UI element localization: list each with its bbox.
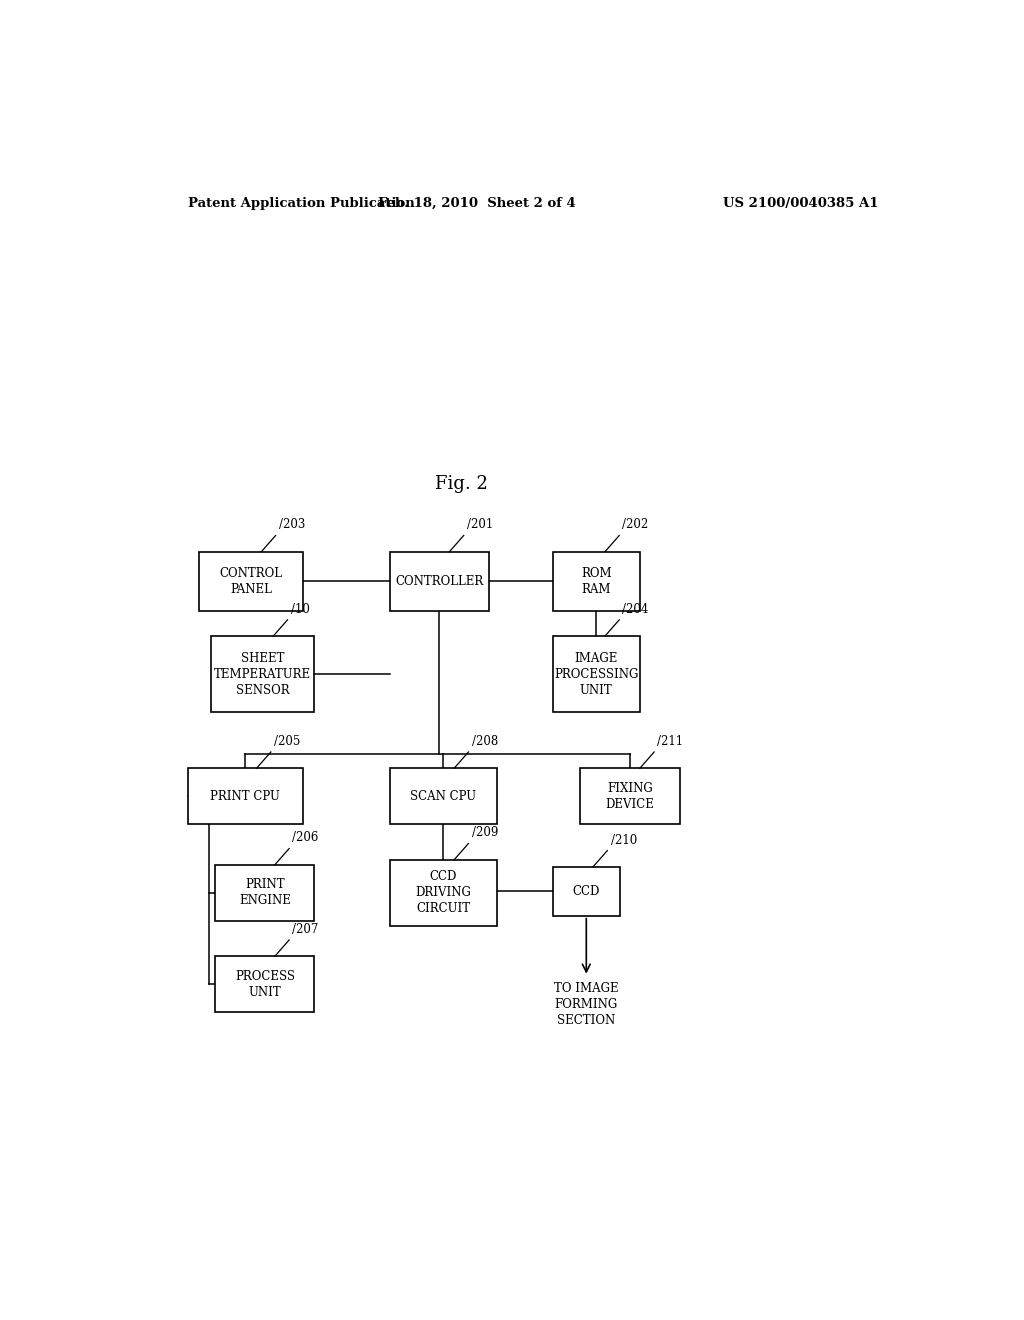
Text: /209: /209: [472, 826, 498, 840]
Bar: [215, 865, 314, 921]
Text: SCAN CPU: SCAN CPU: [411, 789, 476, 803]
Text: /10: /10: [291, 603, 309, 615]
Text: CONTROLLER: CONTROLLER: [395, 574, 483, 587]
Bar: [553, 867, 621, 916]
Bar: [211, 636, 314, 713]
Text: /202: /202: [623, 519, 648, 532]
Text: /201: /201: [467, 519, 494, 532]
Text: Patent Application Publication: Patent Application Publication: [187, 197, 415, 210]
Bar: [390, 552, 489, 611]
Text: PRINT
ENGINE: PRINT ENGINE: [239, 878, 291, 907]
Text: CCD: CCD: [572, 884, 600, 898]
Bar: [390, 859, 497, 925]
Bar: [581, 768, 680, 824]
Text: /205: /205: [274, 735, 300, 748]
Text: Feb. 18, 2010  Sheet 2 of 4: Feb. 18, 2010 Sheet 2 of 4: [378, 197, 577, 210]
Text: /208: /208: [472, 735, 498, 748]
Bar: [553, 552, 640, 611]
Text: US 2100/0040385 A1: US 2100/0040385 A1: [723, 197, 879, 210]
Bar: [187, 768, 303, 824]
Text: CCD
DRIVING
CIRCUIT: CCD DRIVING CIRCUIT: [416, 870, 471, 915]
Bar: [215, 956, 314, 1012]
Text: ROM
RAM: ROM RAM: [581, 566, 611, 595]
Text: Fig. 2: Fig. 2: [435, 475, 487, 492]
Text: FIXING
DEVICE: FIXING DEVICE: [605, 781, 654, 810]
Bar: [553, 636, 640, 713]
Text: /203: /203: [279, 519, 305, 532]
Bar: [200, 552, 303, 611]
Text: PROCESS
UNIT: PROCESS UNIT: [234, 970, 295, 999]
Text: PRINT CPU: PRINT CPU: [210, 789, 280, 803]
Text: /211: /211: [657, 735, 683, 748]
Text: TO IMAGE
FORMING
SECTION: TO IMAGE FORMING SECTION: [554, 982, 618, 1027]
Text: /207: /207: [292, 923, 318, 936]
Text: /204: /204: [623, 603, 649, 615]
Text: IMAGE
PROCESSING
UNIT: IMAGE PROCESSING UNIT: [554, 652, 638, 697]
Text: SHEET
TEMPERATURE
SENSOR: SHEET TEMPERATURE SENSOR: [214, 652, 311, 697]
Text: /210: /210: [610, 833, 637, 846]
Bar: [390, 768, 497, 824]
Text: CONTROL
PANEL: CONTROL PANEL: [219, 566, 283, 595]
Text: /206: /206: [292, 832, 318, 845]
